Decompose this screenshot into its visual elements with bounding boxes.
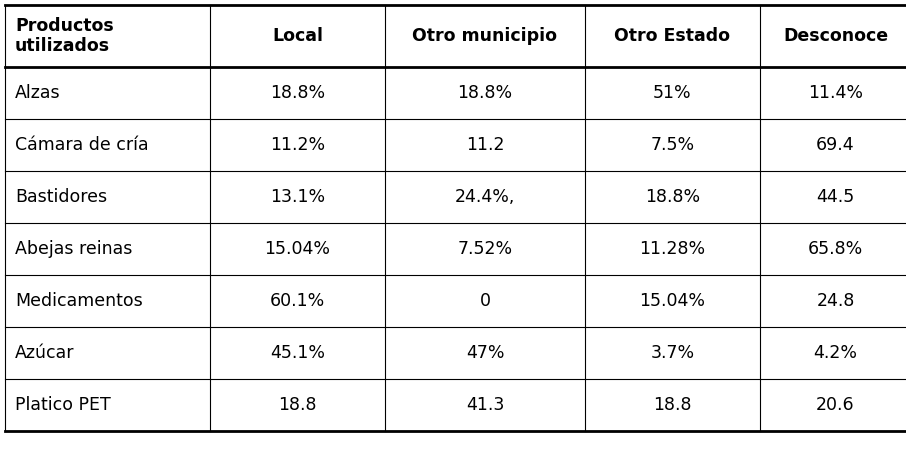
Text: 69.4: 69.4 <box>816 136 855 154</box>
Text: 0: 0 <box>479 292 490 310</box>
Text: Medicamentos: Medicamentos <box>15 292 143 310</box>
Text: 3.7%: 3.7% <box>651 344 695 362</box>
Text: 18.8%: 18.8% <box>270 84 325 102</box>
Text: Otro municipio: Otro municipio <box>412 27 557 45</box>
Text: 60.1%: 60.1% <box>270 292 325 310</box>
Text: Desconoce: Desconoce <box>783 27 888 45</box>
Text: 41.3: 41.3 <box>466 396 504 414</box>
Text: 18.8%: 18.8% <box>458 84 513 102</box>
Text: Bastidores: Bastidores <box>15 188 107 206</box>
Text: Local: Local <box>272 27 323 45</box>
Text: 18.8: 18.8 <box>653 396 692 414</box>
Text: 47%: 47% <box>466 344 505 362</box>
Text: 13.1%: 13.1% <box>270 188 325 206</box>
Text: 18.8%: 18.8% <box>645 188 700 206</box>
Text: 24.4%,: 24.4%, <box>455 188 516 206</box>
Text: 11.2: 11.2 <box>466 136 505 154</box>
Text: 4.2%: 4.2% <box>814 344 857 362</box>
Text: Cámara de cría: Cámara de cría <box>15 136 149 154</box>
Text: 18.8: 18.8 <box>278 396 317 414</box>
Text: Abejas reinas: Abejas reinas <box>15 240 132 258</box>
Text: Alzas: Alzas <box>15 84 61 102</box>
Text: Otro Estado: Otro Estado <box>614 27 730 45</box>
Text: Platico PET: Platico PET <box>15 396 111 414</box>
Text: 24.8: 24.8 <box>816 292 854 310</box>
Text: 7.5%: 7.5% <box>651 136 695 154</box>
Text: 51%: 51% <box>653 84 692 102</box>
Text: 20.6: 20.6 <box>816 396 855 414</box>
Text: 65.8%: 65.8% <box>808 240 863 258</box>
Text: 11.2%: 11.2% <box>270 136 325 154</box>
Text: Azúcar: Azúcar <box>15 344 74 362</box>
Text: Productos
utilizados: Productos utilizados <box>15 17 114 55</box>
Text: 44.5: 44.5 <box>816 188 854 206</box>
Text: 7.52%: 7.52% <box>458 240 513 258</box>
Text: 15.04%: 15.04% <box>640 292 706 310</box>
Text: 15.04%: 15.04% <box>265 240 331 258</box>
Text: 11.4%: 11.4% <box>808 84 863 102</box>
Text: 11.28%: 11.28% <box>640 240 706 258</box>
Text: 45.1%: 45.1% <box>270 344 325 362</box>
